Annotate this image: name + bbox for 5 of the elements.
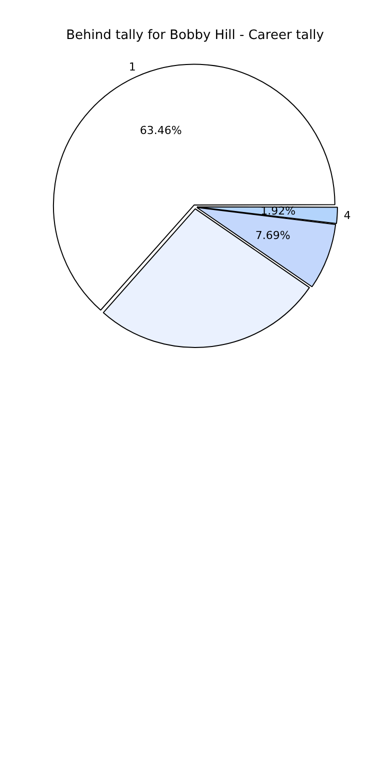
slice-label: 1: [128, 60, 136, 74]
chart-title: Behind tally for Bobby Hill - Career tally: [66, 28, 324, 44]
data-label: 7.69%: [255, 229, 290, 242]
data-label: 63.46%: [140, 124, 182, 137]
slice-label: 4: [344, 208, 351, 222]
